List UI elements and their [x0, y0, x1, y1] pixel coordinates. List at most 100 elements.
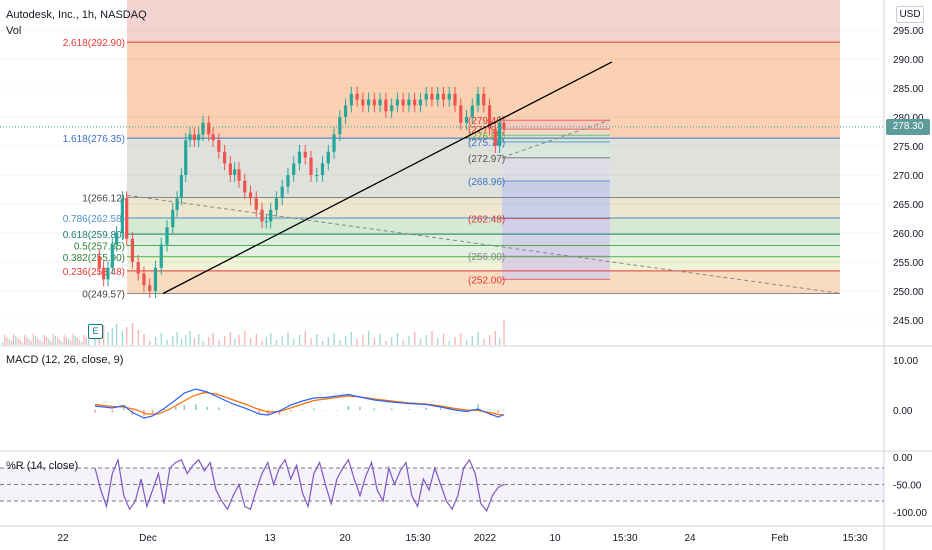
volume-bar [185, 335, 187, 345]
symbol-title[interactable]: Autodesk, Inc., 1h, NASDAQ [6, 9, 147, 21]
volume-bar [270, 333, 272, 345]
volume-bar [121, 331, 124, 345]
macd-histogram-bar [123, 407, 125, 410]
fib-zone-0.618 [127, 234, 840, 246]
macd-histogram-bar [232, 410, 235, 411]
volume-bar [160, 333, 162, 345]
volume-bar [385, 341, 387, 345]
volume-bar [356, 339, 358, 345]
volume-bar [172, 336, 174, 345]
macd-histogram-bar [195, 404, 197, 410]
volume-bar [15, 336, 17, 345]
macd-pane: 10.00 0.00 [94, 356, 918, 419]
macd-histogram-bar [218, 407, 220, 410]
volume-bar [218, 340, 220, 345]
earnings-badge[interactable]: E [88, 324, 103, 339]
volume-bar [333, 333, 335, 345]
volume-bar [83, 335, 85, 345]
volume-bar [488, 335, 491, 345]
volume-bar [454, 337, 456, 345]
candle-body [184, 140, 188, 175]
fib-level-label: 0.786(262.58) [63, 214, 125, 225]
macd-histogram-bar [301, 410, 304, 411]
fib-zone-0.236 [127, 270, 840, 294]
macd-histogram-bar [111, 410, 114, 413]
volume-bar [396, 333, 399, 345]
macd-signal-line [94, 391, 505, 416]
candle-body [395, 99, 399, 106]
volume-bar [425, 335, 427, 345]
volume-bar [202, 341, 204, 345]
candle-body [223, 151, 227, 164]
candle-body [390, 105, 394, 112]
price-tick-label: 270.00 [893, 171, 924, 182]
currency-button[interactable]: USD [896, 6, 924, 23]
fib-right-zone [502, 129, 610, 136]
candle-body [441, 93, 446, 100]
volume-bar [166, 340, 168, 345]
fib-right-zone [502, 157, 610, 182]
candle-body [349, 93, 353, 106]
volume-bar [19, 340, 21, 345]
volume-bar [212, 333, 214, 345]
candle-body [453, 93, 457, 106]
time-tick-label: 20 [339, 533, 351, 544]
candle-body [436, 93, 440, 100]
volume-bar [61, 342, 63, 345]
volume-bar [362, 335, 364, 345]
fib-level-label: 0.618(259.80) [63, 230, 125, 241]
candle-body [361, 99, 365, 106]
candle-body [332, 134, 336, 152]
volume-bar [471, 336, 473, 345]
macd-histogram-bar [258, 410, 260, 414]
volume-label[interactable]: Vol [6, 25, 22, 37]
volume-bar [339, 340, 341, 345]
candle-body [97, 256, 101, 268]
price-candles [97, 86, 506, 298]
volume-bar [229, 332, 232, 345]
volume-bar [189, 331, 191, 345]
volume-bar [483, 339, 485, 345]
volume-bar [180, 339, 183, 345]
volume-bar [37, 338, 39, 345]
volume-bar [13, 334, 15, 345]
time-tick-label: 15:30 [842, 533, 867, 544]
williams-r-label[interactable]: %R (14, close) [6, 460, 79, 472]
williams-r-pane: 0.00 -50.00 -100.00 [0, 453, 927, 519]
macd-histogram-bar [488, 409, 491, 410]
candle-body [115, 233, 119, 245]
last-price-tag: 278.30 [886, 119, 930, 135]
time-tick-label: 15:30 [612, 533, 637, 544]
price-tick-label: 245.00 [893, 316, 924, 327]
fib-level-label: 0.236(253.48) [63, 267, 125, 278]
candle-body [413, 99, 417, 106]
candle-body [493, 128, 497, 146]
volume-bar [154, 337, 157, 345]
volume-bar [107, 332, 109, 345]
volume-bar [414, 332, 416, 345]
macd-label[interactable]: MACD (12, 26, close, 9) [6, 354, 124, 366]
volume-bar [437, 338, 439, 345]
macd-histogram-bar [359, 406, 361, 410]
volume-bar [94, 333, 96, 345]
volume-bar [238, 335, 240, 345]
volume-bar [477, 332, 479, 345]
wr-line [94, 457, 505, 513]
candle-body [355, 93, 359, 100]
macd-histogram-bar [425, 407, 427, 410]
fib-right-label: (279.45) [468, 116, 505, 127]
candle-body [148, 285, 152, 291]
candle-body [343, 105, 348, 117]
macd-histogram-bar [336, 410, 338, 411]
volume-bar [52, 334, 54, 345]
macd-histogram-bar [390, 408, 393, 410]
macd-histogram-bar [206, 406, 209, 410]
fib-level-label: 1(266.12) [82, 194, 125, 205]
fib-right-label: (276.85) [468, 131, 505, 142]
fib-right-label: (252.00) [468, 275, 505, 286]
volume-bar [298, 335, 301, 345]
descending-dashed-trendline [126, 194, 841, 294]
volume-bar [321, 341, 324, 345]
volume-bar [281, 336, 283, 345]
candle-body [326, 151, 330, 164]
